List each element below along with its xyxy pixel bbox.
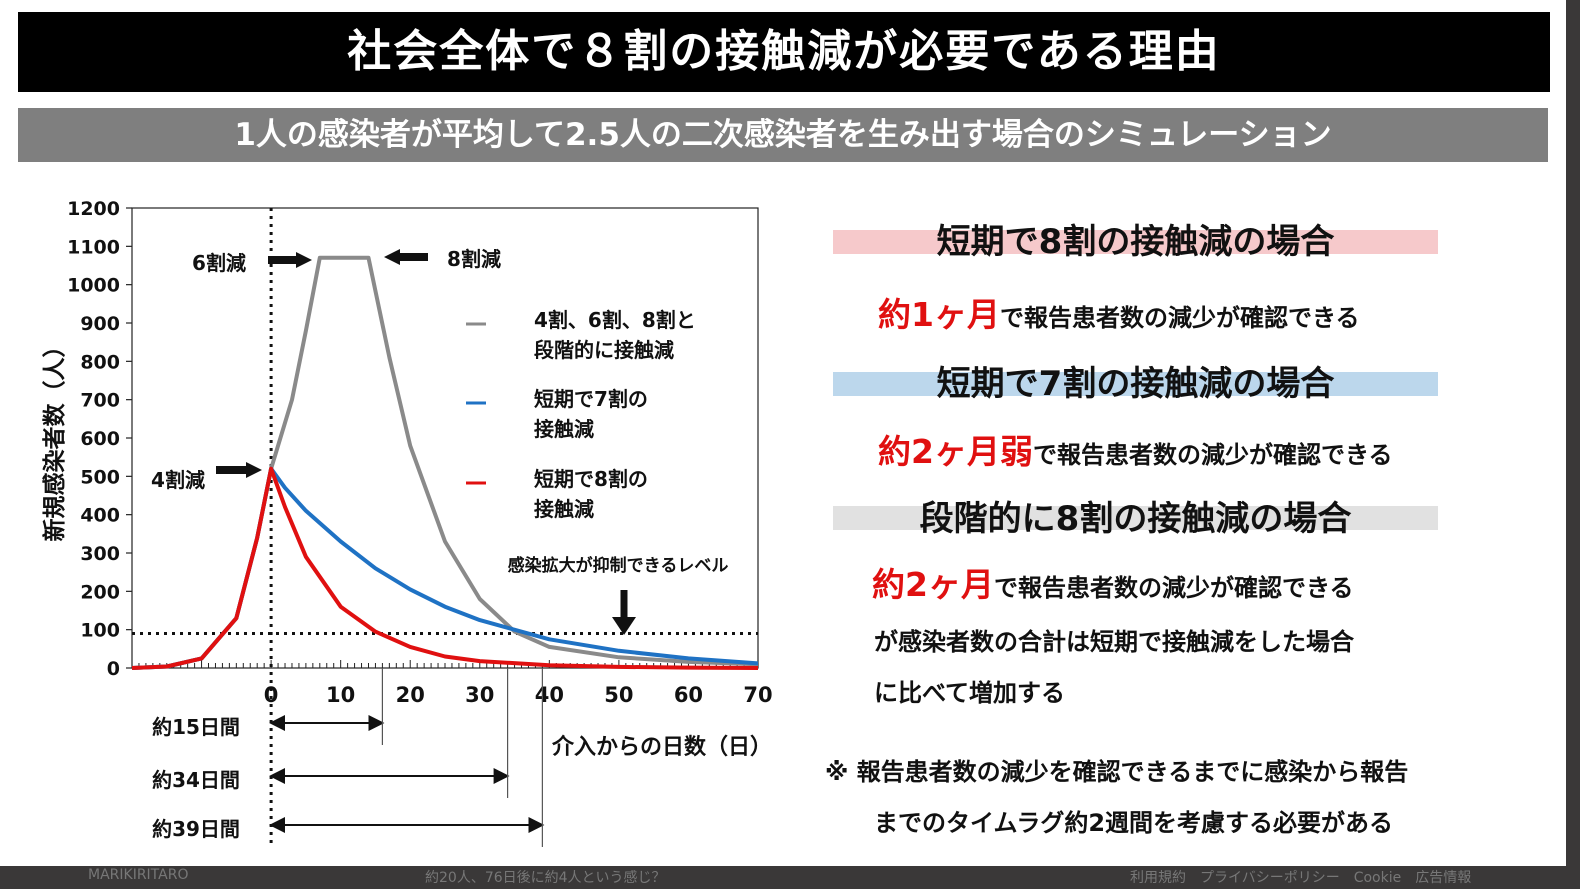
highlight-band-3 (833, 506, 1438, 530)
section-3-header: 段階的に8割の接触減の場合 (919, 499, 1352, 539)
x-tick-label: 50 (604, 683, 633, 707)
simulation-chart: 0100200300400500600700800900100011001200… (41, 198, 773, 848)
annotation-4wari-arrow-head (246, 462, 262, 478)
section-2-body: 約2ヶ月弱で報告患者数の減少が確認できる (878, 425, 1393, 473)
section-2-emphasis: 約2ヶ月弱 (878, 432, 1033, 471)
highlight-band-1 (833, 230, 1438, 254)
y-tick-label: 200 (80, 581, 120, 603)
annotation-6wari: 6割減 (192, 251, 246, 275)
section-2-text: で報告患者数の減少が確認できる (1032, 441, 1393, 469)
legend-label-1-line2: 段階的に接触減 (534, 338, 674, 362)
x-tick-label: 20 (396, 683, 425, 707)
annotation-8wari-arrow-head (384, 249, 400, 265)
section-3-text: で報告患者数の減少が確認できる (993, 574, 1354, 602)
duration-label-3: 約39日間 (152, 817, 240, 841)
x-tick-label: 30 (465, 683, 494, 707)
x-tick-label: 10 (326, 683, 355, 707)
duration-label-2: 約34日間 (152, 768, 240, 792)
x-tick-label: 0 (264, 683, 279, 707)
slide-title: 社会全体で８割の接触減が必要である理由 (18, 12, 1550, 92)
legend-label-1: 4割、6割、8割と (534, 308, 696, 332)
section-3-line-2: に比べて増加する (874, 679, 1066, 707)
section-3-body: 約2ヶ月で報告患者数の減少が確認できる (872, 558, 1354, 606)
threshold-label: 感染拡大が抑制できるレベル (508, 555, 729, 576)
annotation-4wari: 4割減 (151, 468, 205, 492)
section-2-header: 短期で7割の接触減の場合 (936, 364, 1335, 404)
y-tick-label: 600 (80, 428, 120, 450)
annotation-8wari: 8割減 (447, 247, 501, 271)
x-tick-label: 70 (743, 683, 772, 707)
legend-label-3-line2: 接触減 (534, 497, 594, 521)
legend-label-3: 短期で8割の (534, 467, 648, 491)
annotation-6wari-arrow-head (296, 252, 312, 268)
threshold-arrow-head (612, 617, 636, 635)
y-tick-label: 900 (80, 313, 120, 335)
section-3-line-1: が感染者数の合計は短期で接触減をした場合 (874, 628, 1354, 656)
y-tick-label: 1000 (67, 275, 120, 297)
slide-subtitle: 1人の感染者が平均して2.5人の二次感染者を生み出す場合のシミュレーション (18, 108, 1548, 162)
y-tick-label: 0 (107, 658, 120, 680)
legend-label-2-line2: 接触減 (534, 417, 594, 441)
duration-label-1: 約15日間 (152, 715, 240, 739)
y-tick-label: 1100 (67, 236, 120, 258)
series-line-3 (131, 466, 759, 670)
section-1-emphasis: 約1ヶ月 (878, 295, 1000, 334)
highlight-band-2 (833, 372, 1438, 396)
y-tick-label: 100 (80, 620, 120, 642)
section-3-emphasis: 約2ヶ月 (872, 565, 994, 604)
footer-comment: 約20人、76日後に約4人という感じ？ (425, 870, 666, 886)
x-axis-label: 介入からの日数（日） (551, 734, 772, 760)
legend-label-2: 短期で7割の (534, 387, 648, 411)
footer-links[interactable]: 利用規約 プライバシーポリシー Cookie 広告情報 (1130, 870, 1472, 886)
section-1-text: で報告患者数の減少が確認できる (999, 304, 1360, 332)
x-tick-label: 60 (674, 683, 703, 707)
y-tick-label: 1200 (67, 198, 120, 220)
y-tick-label: 400 (80, 505, 120, 527)
y-axis-label: 新規感染者数（人） (41, 335, 68, 542)
y-tick-label: 300 (80, 543, 120, 565)
section-1-header: 短期で8割の接触減の場合 (936, 222, 1335, 262)
y-tick-label: 500 (80, 466, 120, 488)
note-line-1: ※ 報告患者数の減少を確認できるまでに感染から報告 (825, 758, 1409, 786)
x-tick-label: 40 (535, 683, 564, 707)
footer-username[interactable]: MARIKIRITARO (88, 867, 189, 883)
note-line-2: までのタイムラグ約2週間を考慮する必要がある (874, 809, 1394, 837)
y-tick-label: 700 (80, 390, 120, 412)
slide: 社会全体で８割の接触減が必要である理由 1人の感染者が平均して2.5人の二次感染… (0, 0, 1566, 866)
y-tick-label: 800 (80, 351, 120, 373)
plot-frame (131, 207, 759, 669)
section-1-body: 約1ヶ月で報告患者数の減少が確認できる (878, 288, 1360, 336)
page-footer-strip: MARIKIRITARO 約20人、76日後に約4人という感じ？ 利用規約 プラ… (0, 866, 1580, 889)
